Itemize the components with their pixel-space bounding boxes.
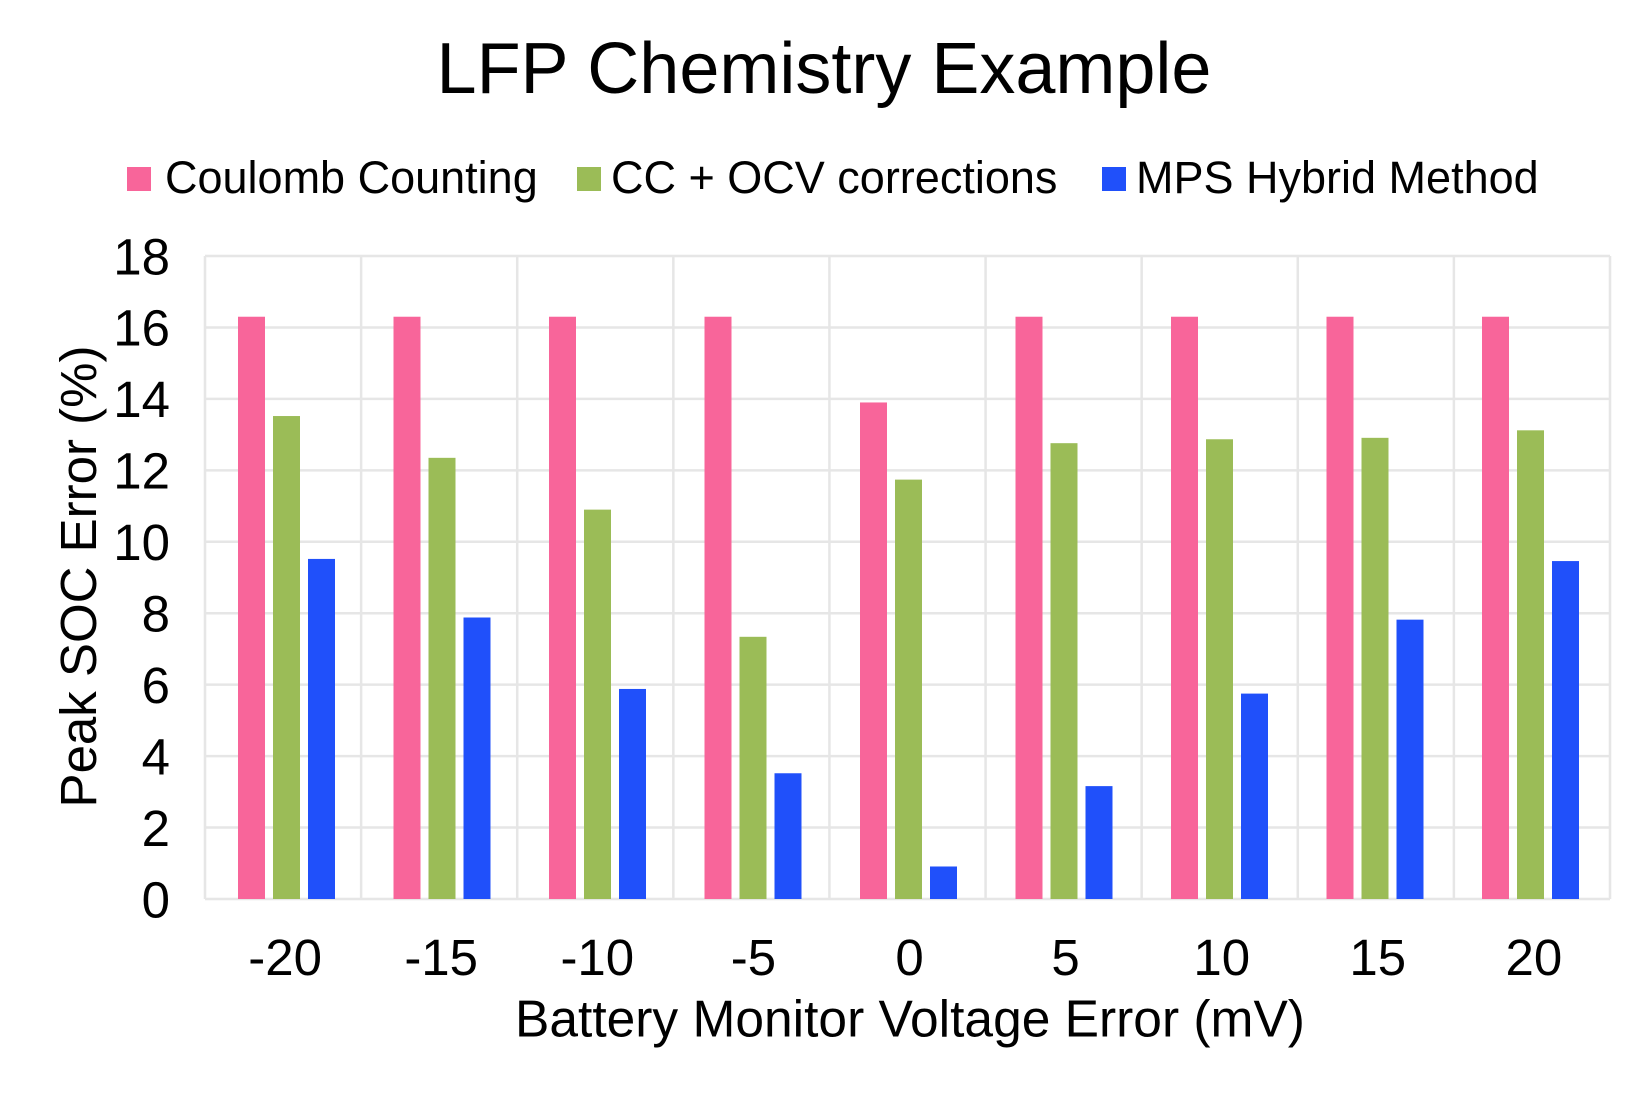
svg-text:MPS Hybrid Method: MPS Hybrid Method — [1136, 152, 1539, 203]
svg-text:15: 15 — [1349, 929, 1406, 986]
svg-text:16: 16 — [113, 300, 170, 357]
svg-text:Coulomb Counting: Coulomb Counting — [165, 152, 538, 203]
svg-text:0: 0 — [895, 929, 923, 986]
svg-text:-15: -15 — [404, 929, 478, 986]
svg-text:-5: -5 — [731, 929, 776, 986]
svg-text:10: 10 — [1193, 929, 1250, 986]
svg-text:Battery Monitor Voltage Error: Battery Monitor Voltage Error (mV) — [515, 990, 1305, 1048]
svg-text:LFP Chemistry Example: LFP Chemistry Example — [437, 29, 1212, 109]
svg-text:5: 5 — [1051, 929, 1079, 986]
svg-text:14: 14 — [113, 371, 170, 428]
svg-text:4: 4 — [142, 728, 170, 785]
svg-text:12: 12 — [113, 443, 170, 500]
svg-text:6: 6 — [142, 657, 170, 714]
svg-text:CC + OCV corrections: CC + OCV corrections — [611, 152, 1057, 203]
svg-text:2: 2 — [142, 800, 170, 857]
svg-text:0: 0 — [142, 871, 170, 928]
svg-text:-20: -20 — [248, 929, 322, 986]
svg-text:-10: -10 — [560, 929, 634, 986]
svg-text:Peak SOC Error (%): Peak SOC Error (%) — [50, 346, 107, 808]
svg-text:10: 10 — [113, 514, 170, 571]
svg-text:18: 18 — [113, 228, 170, 285]
svg-text:20: 20 — [1506, 929, 1563, 986]
svg-text:8: 8 — [142, 586, 170, 643]
